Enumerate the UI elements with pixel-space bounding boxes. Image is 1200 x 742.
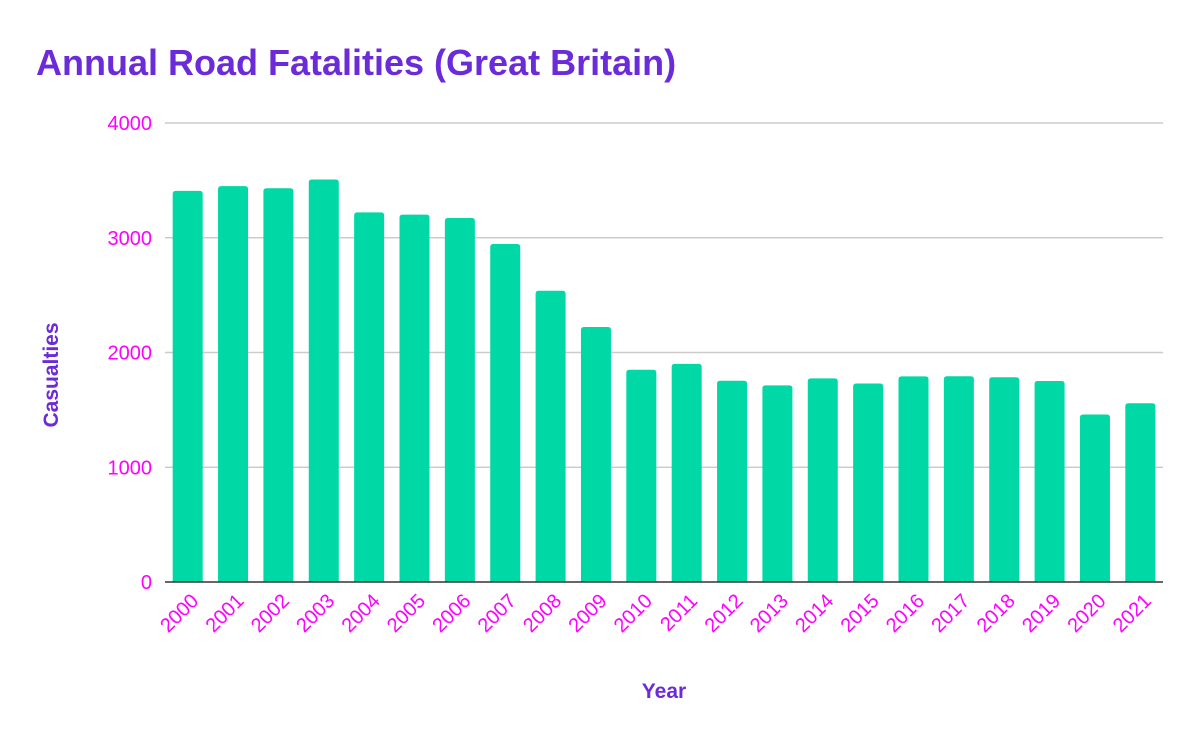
x-tick-label: 2011 xyxy=(656,590,702,636)
x-tick-label: 2003 xyxy=(292,590,339,637)
x-tick-label: 2010 xyxy=(610,590,657,637)
x-tick-label: 2001 xyxy=(202,590,249,637)
x-tick-label: 2015 xyxy=(837,590,884,637)
bar-2017 xyxy=(943,376,974,582)
bar-2016 xyxy=(898,376,929,582)
chart-title: Annual Road Fatalities (Great Britain) xyxy=(36,42,676,83)
x-tick-label: 2020 xyxy=(1063,590,1110,637)
bar-2013 xyxy=(762,385,793,582)
x-tick-labels: 2000200120022003200420052006200720082009… xyxy=(156,590,1156,637)
bar-2005 xyxy=(399,214,430,583)
x-tick-label: 2008 xyxy=(519,590,566,637)
bar-2002 xyxy=(263,188,294,582)
y-tick-label: 1000 xyxy=(108,457,153,479)
x-tick-label: 2021 xyxy=(1109,590,1156,637)
bar-2008 xyxy=(535,290,566,582)
y-tick-label: 2000 xyxy=(108,343,153,365)
bars xyxy=(172,179,1156,583)
y-tick-label: 0 xyxy=(141,572,152,594)
y-tick-label: 3000 xyxy=(108,228,153,250)
x-tick-label: 2009 xyxy=(564,590,611,637)
x-tick-label: 2007 xyxy=(474,590,521,637)
bar-2020 xyxy=(1079,414,1110,582)
bar-2014 xyxy=(807,378,838,582)
y-tick-label: 4000 xyxy=(108,113,153,135)
x-tick-label: 2012 xyxy=(701,590,748,637)
bar-2007 xyxy=(490,243,521,582)
bar-2001 xyxy=(218,186,249,583)
x-tick-label: 2018 xyxy=(973,590,1020,637)
bar-2004 xyxy=(354,212,385,582)
bar-2021 xyxy=(1125,403,1156,582)
x-tick-label: 2005 xyxy=(383,590,430,637)
bar-2000 xyxy=(172,190,203,582)
x-tick-label: 2013 xyxy=(746,590,793,637)
x-tick-label: 2004 xyxy=(338,590,385,637)
x-tick-label: 2019 xyxy=(1018,590,1065,637)
bar-2018 xyxy=(989,377,1020,582)
y-tick-labels: 0 1000 2000 3000 4000 xyxy=(108,113,153,594)
bar-2011 xyxy=(671,363,702,582)
x-axis-title: Year xyxy=(642,680,686,703)
x-tick-label: 2002 xyxy=(247,590,294,637)
x-tick-label: 2006 xyxy=(428,590,475,637)
bar-2010 xyxy=(626,369,657,582)
x-tick-label: 2017 xyxy=(927,590,974,637)
x-tick-label: 2000 xyxy=(156,590,203,637)
bar-2006 xyxy=(444,218,475,582)
x-tick-label: 2014 xyxy=(791,590,838,637)
bar-2012 xyxy=(717,380,748,582)
x-tick-label: 2016 xyxy=(882,590,929,637)
bar-2015 xyxy=(853,383,884,582)
bar-2009 xyxy=(580,327,611,582)
bar-2019 xyxy=(1034,380,1065,582)
bar-2003 xyxy=(308,179,339,582)
y-axis-title: Casualties xyxy=(40,322,63,427)
